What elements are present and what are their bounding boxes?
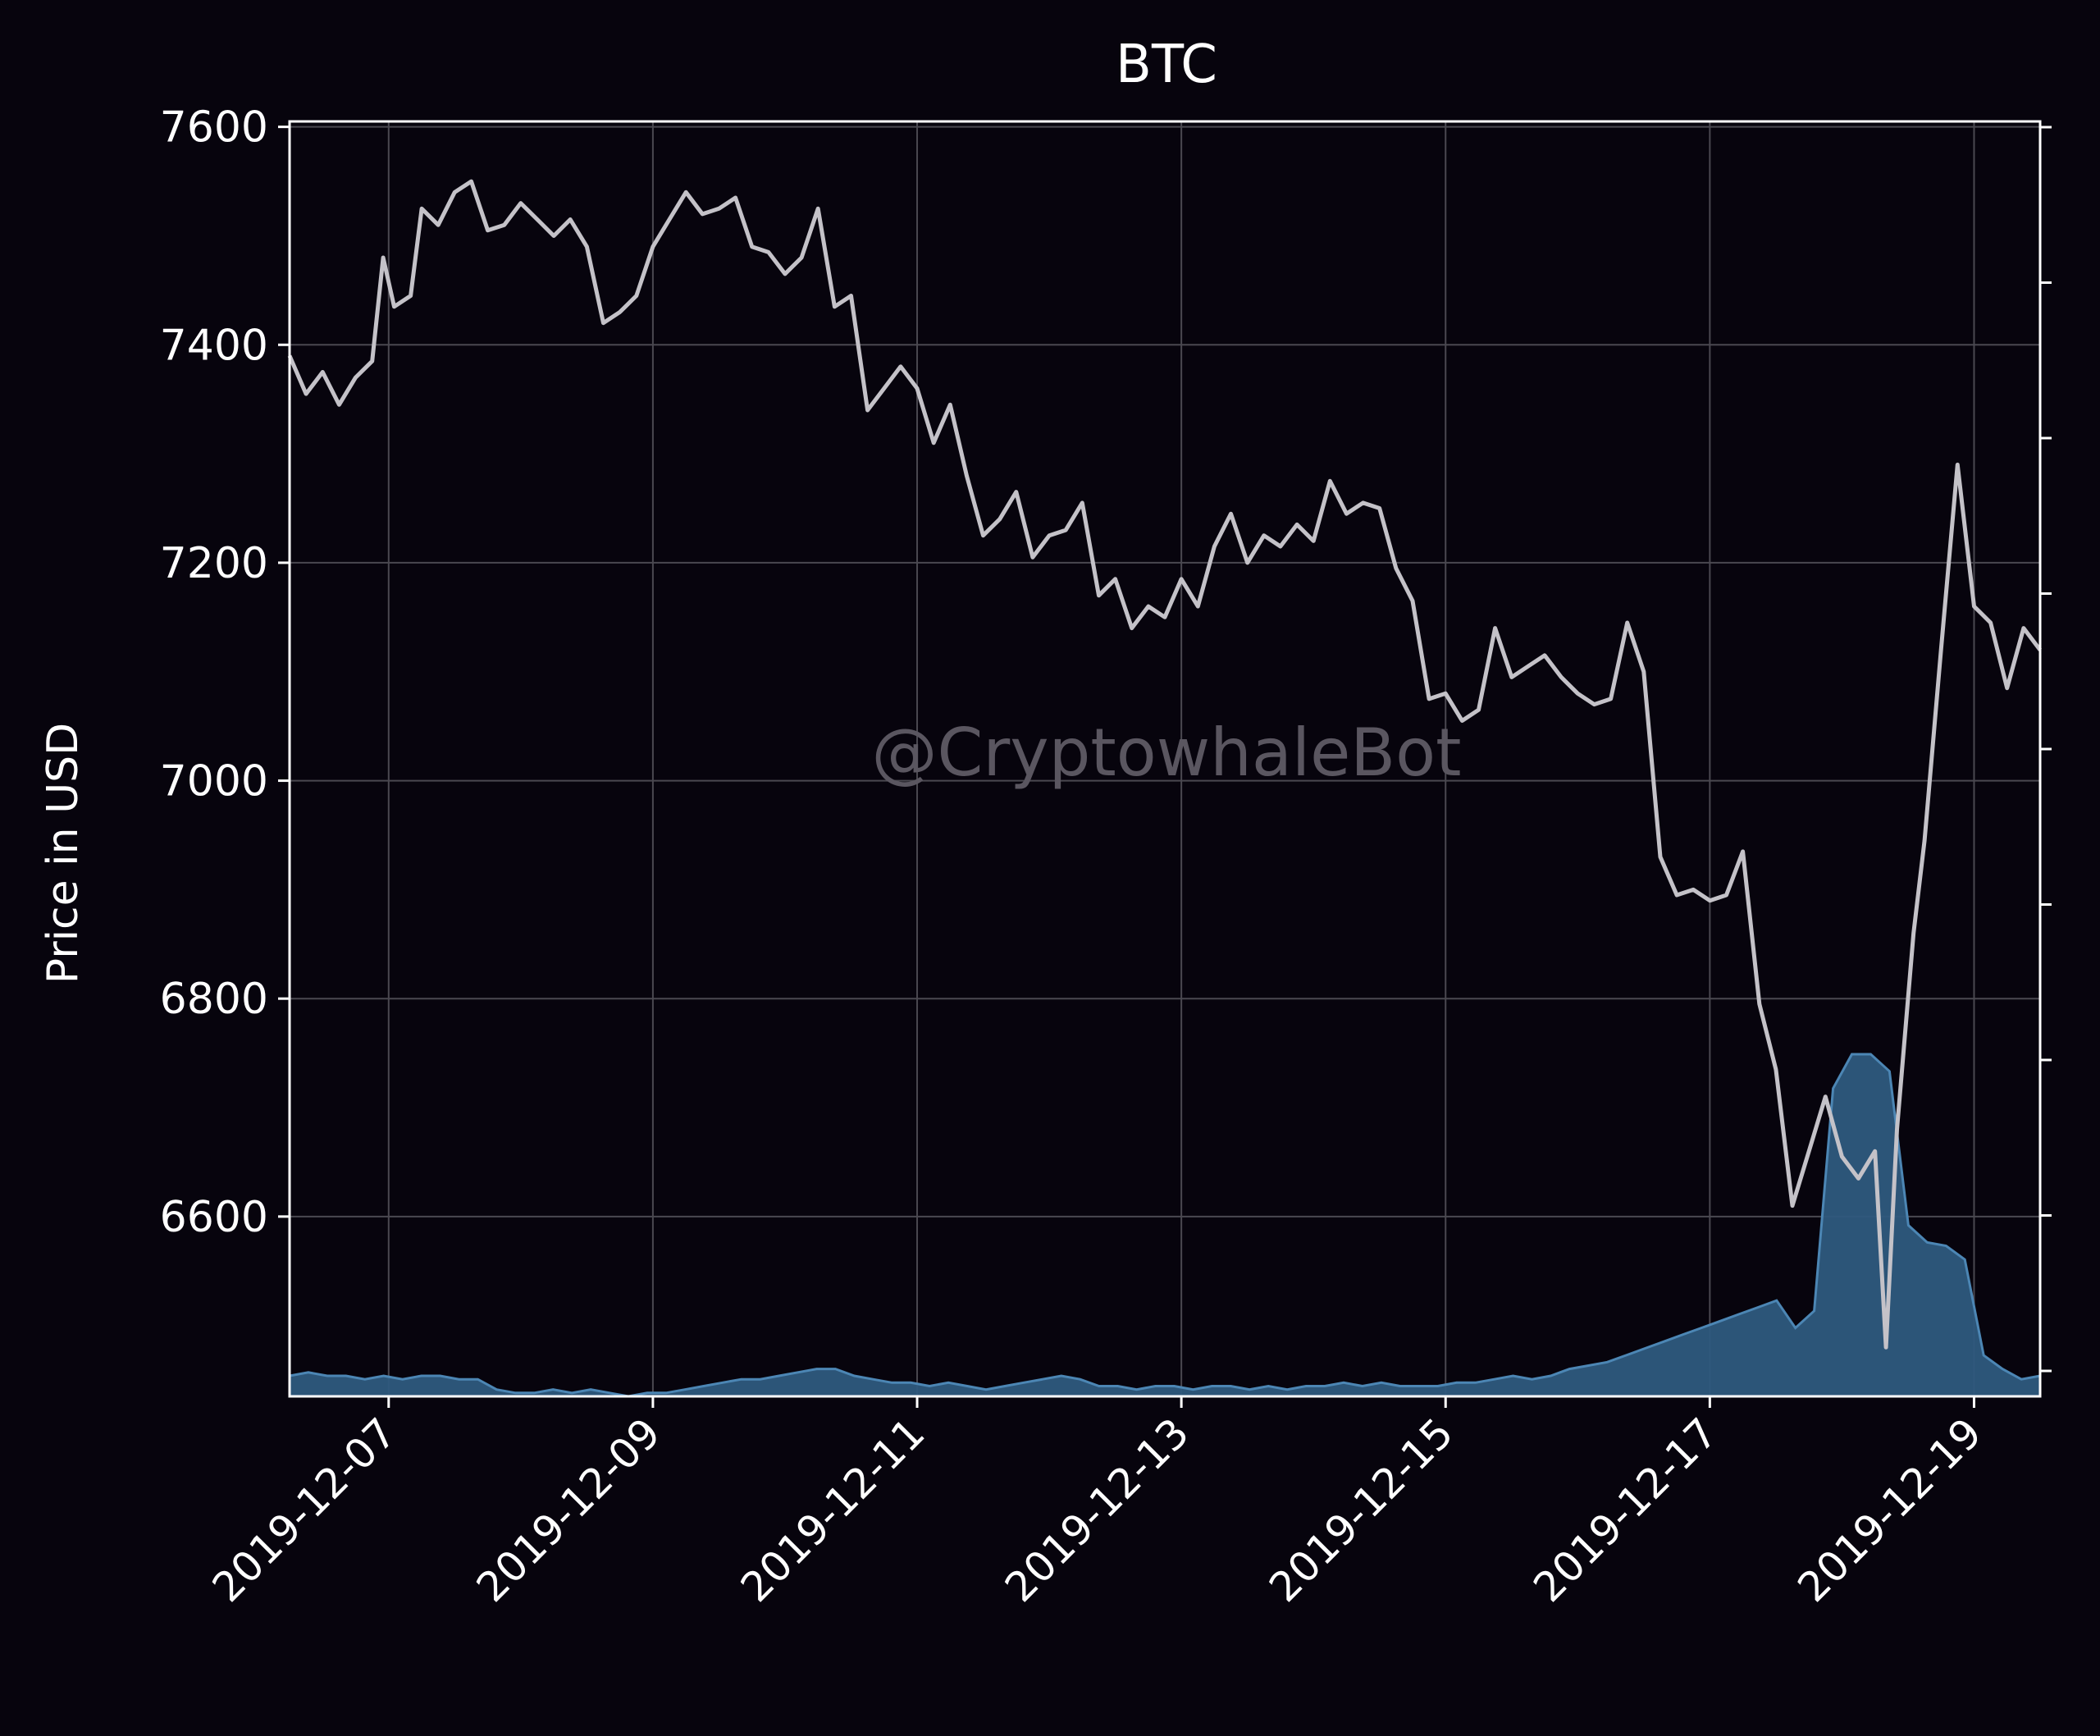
right-axis-ticks [2040,126,2052,1373]
axes-frame [288,120,2042,1398]
y-tick-label: 7200 [160,539,268,588]
y-axis-label: Price in USD [39,723,88,984]
y-tick-label: 6800 [160,975,268,1024]
volume-line [289,1053,2041,1398]
volume-area [289,1053,2041,1398]
y-axis-ticks: 6600 6800 7000 7200 7400 7600 [160,103,290,1242]
plot-frame [288,120,2042,1398]
chart-title: BTC [1116,34,1217,95]
y-tick-label: 7600 [160,103,268,153]
y-tick-label: 6600 [160,1193,268,1242]
volume-fill [290,1054,2040,1396]
price-line [287,179,2042,1350]
y-tick-label: 7400 [160,321,268,370]
y-tick-label: 7000 [160,757,268,806]
price-series [287,179,2042,1350]
watermark-text: @CryptowhaleBot [872,715,1462,791]
grid-lines [290,121,2040,1396]
